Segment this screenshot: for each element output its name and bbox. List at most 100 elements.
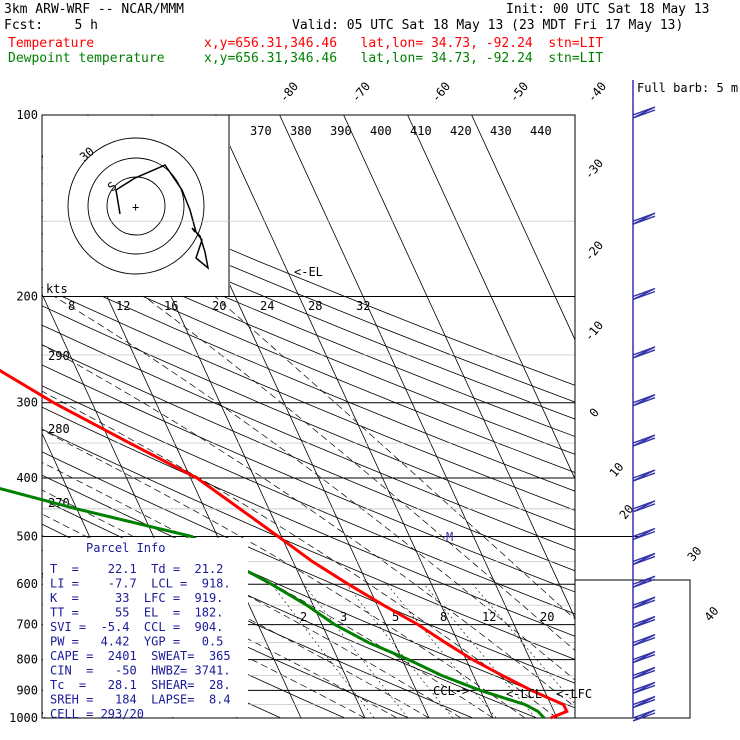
parcel-row: SREH = 184 LAPSE= 8.4	[50, 693, 231, 707]
init-time: Init: 00 UTC Sat 18 May 13	[506, 2, 710, 17]
moist-adiabat	[42, 390, 558, 718]
wind-barb	[632, 709, 656, 722]
isotherm-label: -40	[585, 79, 610, 105]
ccl-marker: CCL->	[433, 684, 469, 698]
temperature-location: x,y=656.31,346.46 lat,lon= 34.73, -92.24…	[204, 36, 604, 51]
theta-label: 410	[410, 124, 432, 138]
isotherm-line	[215, 115, 494, 718]
theta-label: 400	[370, 124, 392, 138]
pressure-label-600: 600	[16, 577, 38, 591]
wind-barb	[632, 469, 656, 482]
parcel-row: K = 33 LFC = 919.	[50, 591, 223, 605]
pressure-label-500: 500	[16, 529, 38, 543]
isotherm-line	[343, 115, 575, 619]
isotherm-label: 10	[607, 460, 627, 480]
mixing-ratio-label: 8	[440, 610, 447, 624]
isotherm-label: -60	[429, 79, 454, 105]
wind-barb	[632, 287, 656, 301]
temperature-label: Temperature	[8, 36, 95, 51]
moist-adiabat	[42, 344, 575, 708]
hodograph-center: +	[132, 200, 139, 214]
valid-time: Valid: 05 UTC Sat 18 May 13 (23 MDT Fri …	[292, 18, 684, 33]
dewpoint-location: x,y=656.31,346.46 lat,lon= 34.73, -92.24…	[204, 51, 604, 66]
hodograph-ring-label: 16	[164, 299, 178, 313]
hodograph-ring-label: 20	[212, 299, 226, 313]
hodograph-trace	[115, 164, 210, 270]
wind-barb	[632, 552, 656, 566]
pressure-label-800: 800	[16, 653, 38, 667]
parcel-row: LI = -7.7 LCL = 918.	[50, 577, 231, 591]
pressure-label-100: 100	[16, 108, 38, 122]
lfc-marker: <-LFC	[556, 687, 592, 701]
wind-barb	[632, 634, 656, 647]
parcel-title: Parcel Info	[86, 541, 165, 555]
theta-label: 280	[48, 422, 70, 436]
wind-barb-note: Full barb: 5 m s-1	[637, 81, 740, 95]
parcel-row: Tc = 28.1 SHEAR= 28.	[50, 678, 231, 692]
mixing-ratio-label: 5	[392, 610, 399, 624]
theta-label: 380	[290, 124, 312, 138]
isotherm-label: -50	[507, 79, 532, 105]
moist-adiabat	[214, 296, 575, 620]
theta-label: 390	[330, 124, 352, 138]
theta-label: 420	[450, 124, 472, 138]
pressure-label-200: 200	[16, 290, 38, 304]
wind-barb	[632, 527, 656, 541]
parcel-row: CIN = -50 HWBZ= 3741.	[50, 664, 231, 678]
isotherm-label: -30	[582, 156, 607, 182]
parcel-row: T = 22.1 Td = 21.2	[50, 562, 223, 576]
hodograph-ring-label: 12	[116, 299, 130, 313]
parcel-row: PW = 4.42 YGP = 0.5	[50, 635, 223, 649]
isotherm-line	[407, 115, 575, 480]
isotherm-label: -80	[277, 79, 302, 105]
hodograph-ring-label: 24	[260, 299, 274, 313]
wind-barb	[632, 615, 656, 629]
moist-adiabat	[42, 554, 366, 718]
mixing-ratio-label: 2	[300, 610, 307, 624]
pressure-label-700: 700	[16, 618, 38, 632]
isotherm-line	[471, 115, 575, 341]
wind-barb	[632, 596, 656, 609]
hodograph-ring-label: 8	[68, 299, 75, 313]
forecast-hour: Fcst: 5 h	[4, 18, 98, 33]
wind-barb	[632, 575, 656, 588]
isotherm-label: -20	[582, 238, 607, 264]
mixing-ratio-line	[472, 584, 575, 705]
dewpoint-label: Dewpoint temperature	[8, 51, 165, 66]
el-marker: <-EL	[294, 265, 323, 279]
wind-barb	[632, 695, 656, 709]
m-marker: M	[446, 530, 453, 544]
wind-barb	[632, 666, 656, 680]
temperature-profile	[0, 368, 569, 720]
lcl-marker: <-LCL	[506, 687, 542, 701]
parcel-row: CELL = 293/20	[50, 707, 144, 721]
hodograph-box	[43, 116, 230, 296]
isotherm-label: -70	[349, 79, 374, 105]
theta-label: 430	[490, 124, 512, 138]
isotherm-label: -10	[582, 318, 607, 344]
wind-barb	[632, 500, 656, 513]
pressure-label-1000: 1000	[9, 711, 38, 725]
theta-label: 370	[250, 124, 272, 138]
pressure-label-400: 400	[16, 471, 38, 485]
dewpoint-profile	[0, 486, 546, 720]
model-title: 3km ARW-WRF -- NCAR/MMM	[4, 2, 185, 17]
wind-barb	[632, 106, 656, 119]
hodograph-ring	[67, 137, 205, 275]
isotherm-label: 0	[587, 405, 602, 420]
hodograph-ring	[87, 157, 185, 255]
wind-barb	[632, 394, 656, 407]
wind-barb	[632, 681, 656, 695]
pressure-label-300: 300	[16, 396, 38, 410]
wind-barb	[632, 346, 656, 359]
parcel-row: SVI = -5.4 CCL = 904.	[50, 620, 223, 634]
pressure-label-900: 900	[16, 683, 38, 697]
mixing-ratio-label: 12	[482, 610, 496, 624]
wind-barb	[632, 434, 656, 447]
hodograph-ring-label: 32	[356, 299, 370, 313]
parcel-row: TT = 55 EL = 182.	[50, 606, 223, 620]
mixing-ratio-label: 3	[340, 610, 347, 624]
theta-label: 290	[48, 349, 70, 363]
